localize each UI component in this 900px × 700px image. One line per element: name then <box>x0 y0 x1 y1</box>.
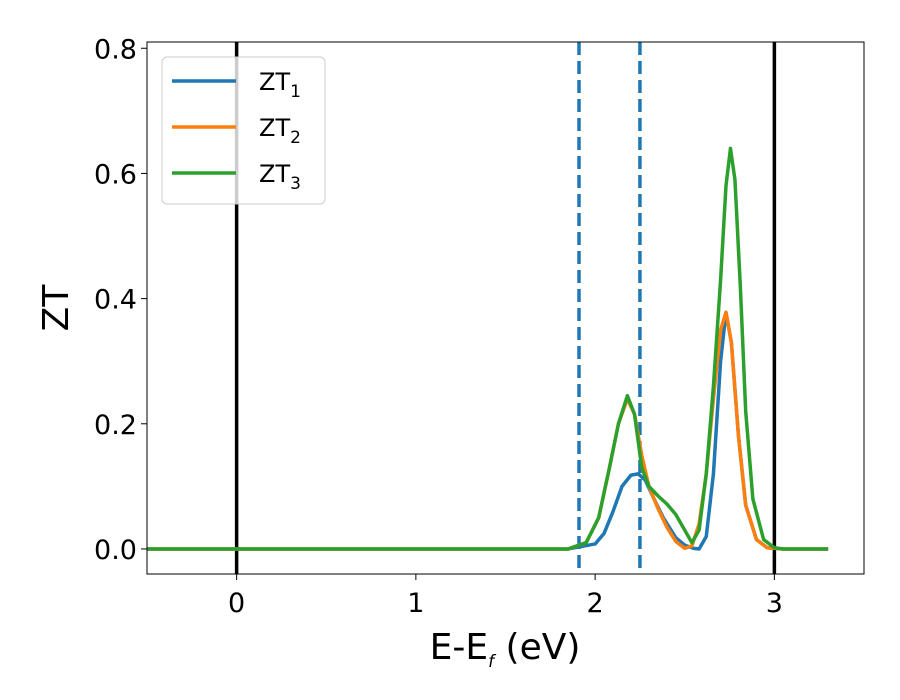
series-line-zt1 <box>147 310 829 551</box>
x-axis-title: E-Ef (eV) <box>430 627 581 672</box>
series-line-zt3 <box>147 146 829 551</box>
plot-content <box>147 42 829 574</box>
tick-marks: 0 1 2 3 0.0 0.2 0.4 0.6 0.8 <box>94 34 783 619</box>
y-axis-title: ZT <box>36 284 77 332</box>
legend-item-zt2: ZT2 <box>172 114 301 148</box>
legend-item-zt3: ZT3 <box>172 160 301 194</box>
legend-box <box>161 56 326 205</box>
y-tick-label: 0.0 <box>94 535 137 566</box>
legend-label: ZT3 <box>259 160 301 194</box>
y-tick-label: 0.8 <box>94 34 137 65</box>
legend-label: ZT2 <box>259 114 301 148</box>
x-tick-label: 3 <box>766 588 783 619</box>
legend-item-zt1: ZT1 <box>172 68 301 102</box>
x-tick-label: 2 <box>587 588 604 619</box>
x-tick-label: 1 <box>407 588 424 619</box>
legend-label: ZT1 <box>259 68 301 102</box>
legend: ZT1 ZT2 ZT3 <box>161 56 326 205</box>
plot-area <box>147 42 829 574</box>
x-tick-label: 0 <box>228 588 245 619</box>
axes-frame <box>146 41 865 575</box>
y-tick-label: 0.6 <box>94 159 137 190</box>
y-tick-label: 0.4 <box>94 285 137 316</box>
series-line-zt2 <box>147 310 829 551</box>
y-tick-label: 0.2 <box>94 410 137 441</box>
